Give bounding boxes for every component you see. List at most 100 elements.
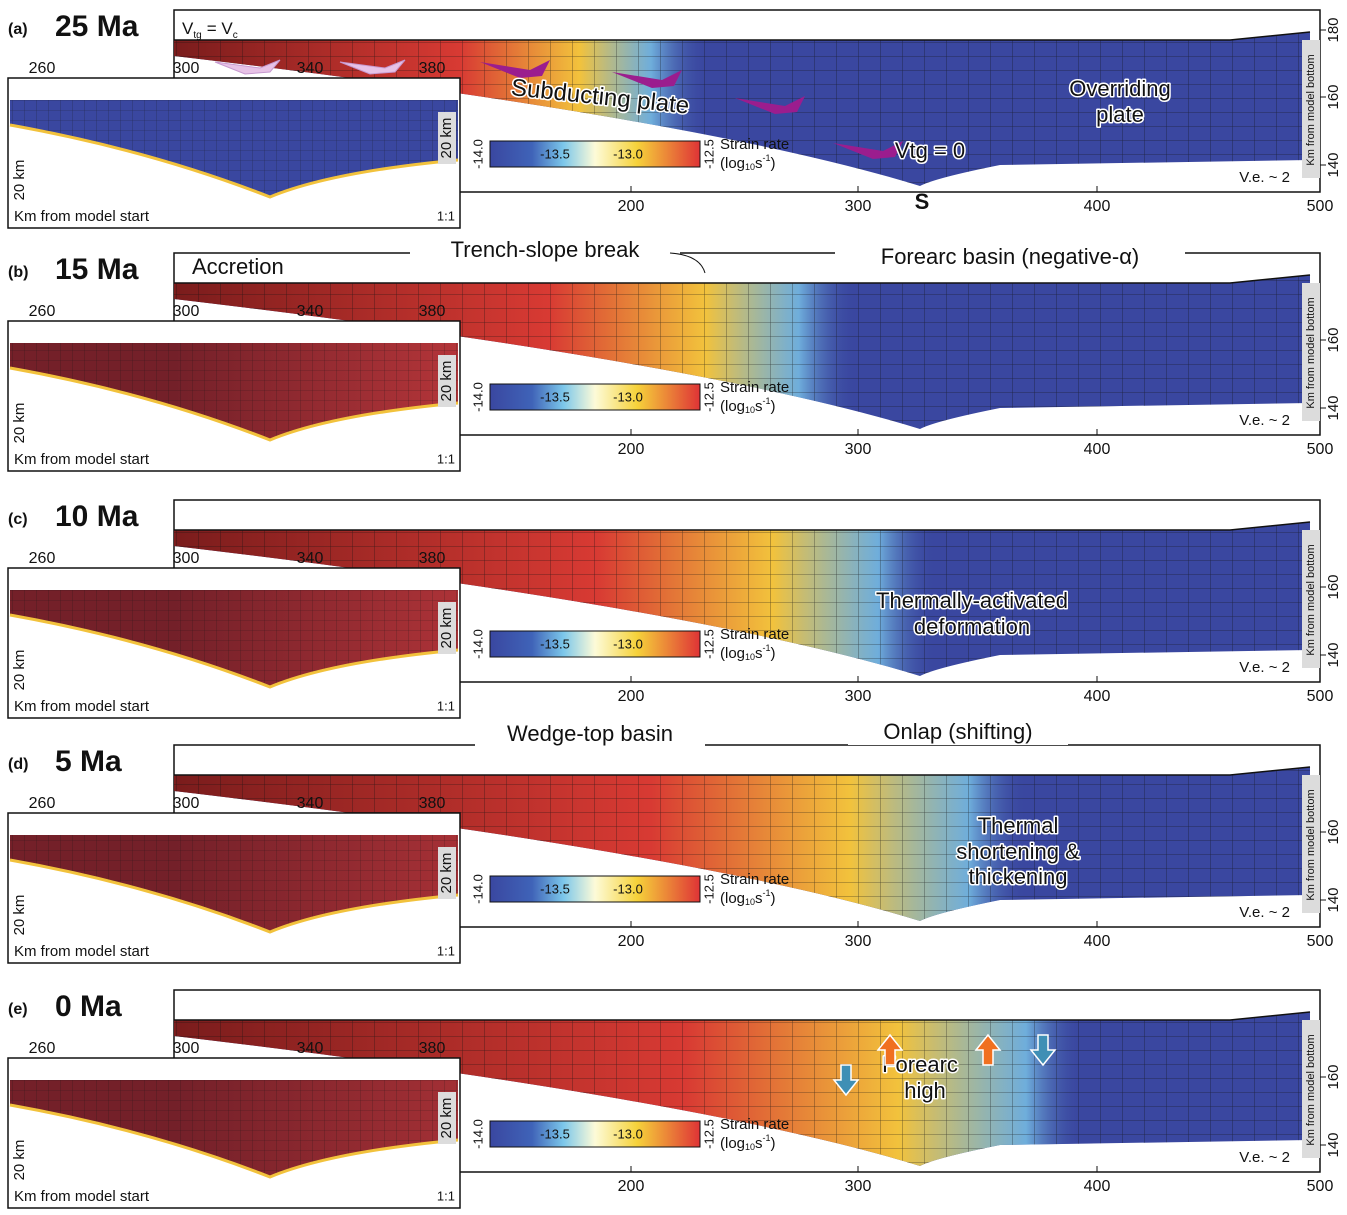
motion-arrow [833, 141, 903, 159]
annotation: shortening & [956, 839, 1080, 864]
motion-arrow [735, 96, 805, 114]
inset-scale: 1:1 [437, 1188, 455, 1203]
inset-x-label: Km from model start [14, 698, 150, 715]
unit-part: s [755, 398, 763, 415]
annotation: Accretion [192, 254, 284, 279]
unit-part: (log [720, 1135, 745, 1152]
x-tick-label: 300 [845, 1178, 872, 1195]
inset-tick-label: 300 [173, 303, 200, 320]
unit-part: s [755, 890, 763, 907]
panel-age: 10 Ma [55, 500, 139, 533]
unit-part: ) [771, 155, 776, 172]
x-tick-label: 500 [1307, 688, 1334, 705]
unit-part: s [755, 1135, 763, 1152]
surface-line [174, 521, 1311, 531]
y-tick-label: 160 [1325, 1064, 1342, 1089]
x-tick-label: 200 [618, 933, 645, 950]
colorbar-tick: -13.5 [540, 1126, 570, 1141]
x-tick-label: 400 [1084, 933, 1111, 950]
motion-arrow [339, 59, 406, 75]
y-tick-label: 160 [1325, 574, 1342, 599]
inset-y-label: 20 km [11, 160, 28, 201]
y-label-bg [1302, 775, 1320, 913]
inset-x-label: Km from model start [14, 943, 150, 960]
inset-tick-label: 340 [297, 1040, 324, 1057]
unit-part: 10 [745, 405, 755, 415]
y-tick-label: 160 [1325, 819, 1342, 844]
x-tick-label: 400 [1084, 441, 1111, 458]
colorbar-unit: (log10s-1) [720, 888, 776, 907]
colorbar-tick: -13.0 [613, 636, 643, 651]
y-tick-label: 140 [1325, 1132, 1342, 1157]
inset-tick-label: 380 [419, 795, 446, 812]
velocity-part: c [233, 30, 238, 41]
x-tick-label: 400 [1084, 1178, 1111, 1195]
inset-tick-label: 300 [173, 60, 200, 77]
motion-arrow [214, 59, 281, 75]
inset-y-bg [438, 112, 456, 164]
x-tick-label: 200 [618, 441, 645, 458]
velocity-label: Vtg = Vc [182, 19, 238, 40]
y-label-bg [1302, 40, 1320, 178]
annotation: plate [1096, 102, 1144, 127]
inset-y-label: 20 km [438, 1098, 455, 1139]
inset-y-label: 20 km [11, 1140, 28, 1181]
inset-scale: 1:1 [437, 208, 455, 223]
colorbar [489, 383, 701, 411]
x-tick-label: 300 [845, 198, 872, 215]
unit-part: s [755, 645, 763, 662]
annotation: thickening [968, 864, 1067, 889]
y-label-bg [1302, 530, 1320, 668]
annotation: Onlap (shifting) [883, 719, 1032, 744]
colorbar-tick: -13.5 [540, 146, 570, 161]
ve-label: V.e. ~ 2 [1239, 1149, 1290, 1166]
inset-y-label: 20 km [11, 650, 28, 691]
annotation: S [915, 189, 930, 214]
y-axis-label: Km from model bottom [1305, 54, 1317, 165]
unit-part: -1 [763, 1133, 771, 1143]
panel-label: (a) [8, 21, 28, 38]
unit-part: 10 [745, 652, 755, 662]
unit-part: 10 [745, 1142, 755, 1152]
x-tick-label: 200 [618, 198, 645, 215]
annotation: Trench-slope break [451, 237, 641, 262]
y-tick-label: 140 [1325, 395, 1342, 420]
panel-age: 15 Ma [55, 253, 139, 286]
panel-age: 25 Ma [55, 10, 139, 43]
motion-arrow [480, 60, 550, 78]
panel-label: (d) [8, 756, 28, 773]
x-tick-label: 300 [845, 441, 872, 458]
colorbar-title: Strain rate [720, 626, 789, 643]
motion-arrow [832, 1064, 860, 1097]
inset-tick-label: 300 [173, 1040, 200, 1057]
label-bg [848, 721, 1068, 745]
x-tick-label: 500 [1307, 933, 1334, 950]
mesh [174, 275, 1310, 429]
inset-x-label: Km from model start [14, 1188, 150, 1205]
annotation: Overriding [1069, 76, 1170, 101]
inset-y-label: 20 km [11, 403, 28, 444]
unit-part: -1 [763, 396, 771, 406]
y-tick-label: 140 [1325, 152, 1342, 177]
inset-mesh [10, 835, 458, 932]
y-tick-label: 140 [1325, 887, 1342, 912]
y-tick-label: 140 [1325, 642, 1342, 667]
y-tick-label: 160 [1325, 327, 1342, 352]
y-label-bg [1302, 1020, 1320, 1158]
colorbar-title: Strain rate [720, 871, 789, 888]
inset-tick-label: 260 [29, 60, 56, 77]
unit-part: 10 [745, 897, 755, 907]
colorbar-tick: -14.0 [470, 874, 485, 904]
x-tick-label: 400 [1084, 198, 1111, 215]
surface-line [174, 766, 1311, 776]
panel-label: (c) [8, 511, 28, 528]
ve-label: V.e. ~ 2 [1239, 659, 1290, 676]
surface-line [174, 274, 1311, 284]
inset-tick-label: 260 [29, 550, 56, 567]
inset-tick-label: 380 [419, 1040, 446, 1057]
inset-y-label: 20 km [438, 608, 455, 649]
colorbar-title: Strain rate [720, 1116, 789, 1133]
annotation: Thermal [978, 813, 1059, 838]
inset-y-label: 20 km [11, 895, 28, 936]
